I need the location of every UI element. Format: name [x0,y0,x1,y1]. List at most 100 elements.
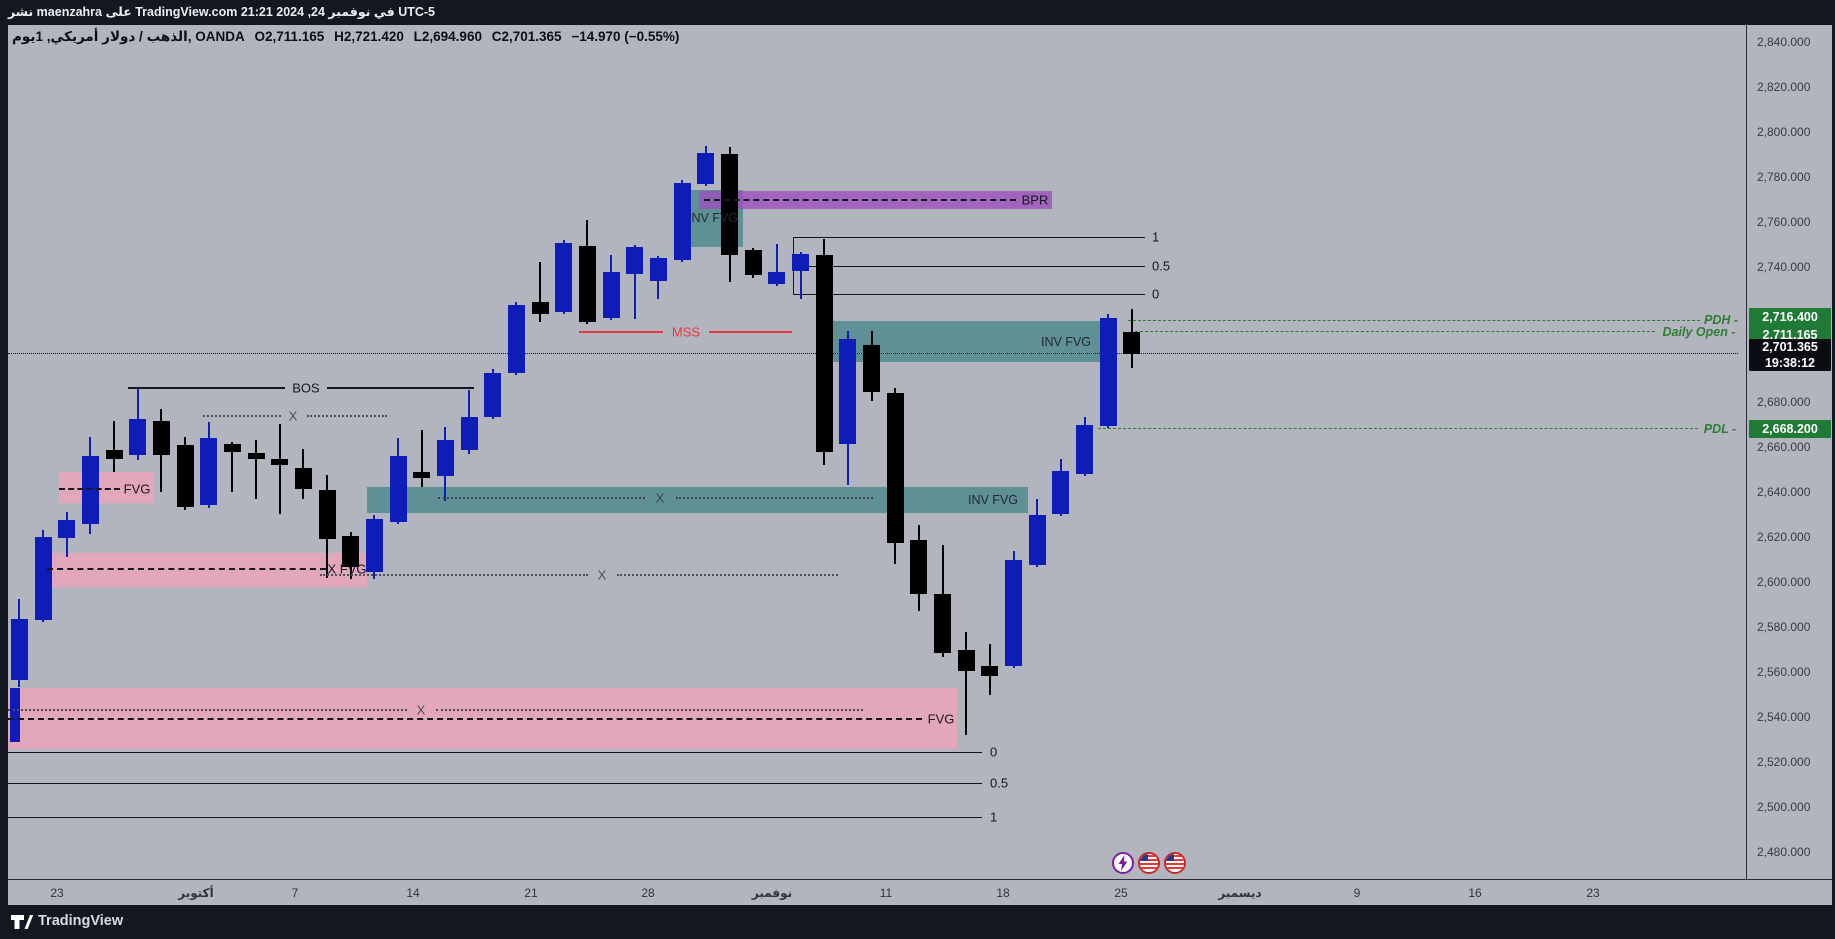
us-flag-icon[interactable] [1138,852,1160,874]
mss-line-seg1[interactable] [709,331,792,334]
price-tick-2840: 2,840.000 [1757,35,1811,49]
candle-wick-2024-10-02 [231,442,234,492]
price-tick-2660: 2,660.000 [1757,440,1811,454]
time-label-2: 7 [291,885,299,900]
time-label-3: 14 [406,885,420,900]
x-level-bottom-seg1[interactable] [436,709,863,712]
time-label-5: 28 [641,885,655,900]
partial-candle-left-edge[interactable] [10,687,20,742]
bos-line-label[interactable]: BOS [292,380,320,396]
time-axis[interactable]: 23 أكتوبر 7 14 21 28 نوفمبر 11 18 25 ديسمبر 9 16 23 [8,879,1832,905]
candle-2024-10-08 [318,489,336,540]
x-level-mid-label[interactable]: X [597,567,607,583]
time-label-13: 23 [1586,885,1600,900]
candle-wick-2024-11-14 [965,631,968,735]
candle-2024-11-04 [768,271,786,285]
symbol-legend[interactable]: الذهب / دولار أمريكي, 1يوم, OANDA O2,711… [12,29,685,45]
candle-2024-09-30 [176,444,194,508]
candle-2024-11-25 [1123,331,1141,354]
candle-2024-11-22 [1099,318,1117,427]
price-tick-2620: 2,620.000 [1757,530,1811,544]
pdh-line-seg0[interactable] [1128,319,1700,321]
bos-line-seg1[interactable] [327,387,474,390]
pdl-line-seg0[interactable] [1098,428,1698,430]
chart-plot-area[interactable]: الذهب / دولار أمريكي, 1يوم, OANDA O2,711… [8,25,1746,879]
fib-top-line-0[interactable] [793,294,1145,295]
tradingview-brand-text[interactable]: TradingView [38,913,124,929]
candle-2024-10-29 [673,183,691,260]
candle-2024-10-24 [602,271,620,319]
candle-2024-11-14 [957,649,975,672]
candle-2024-11-11 [886,393,904,544]
fib-top-line-0.5[interactable] [793,266,1145,268]
ohlc-open: O2,711.165 [254,29,325,44]
x-fvg-midline-label[interactable]: X FVG [327,561,367,577]
mss-line-seg0[interactable] [579,331,663,334]
mss-line-label[interactable]: MSS [671,324,701,340]
fvg-box-1[interactable] [59,471,153,504]
candle-wick-2024-10-03 [255,440,258,499]
candle-2024-10-22 [555,242,573,312]
fvg1-midline-seg0[interactable] [59,488,120,491]
fvg1-midline-label[interactable]: FVG [123,481,151,497]
fvg3-midline-label[interactable]: FVG [927,711,955,727]
time-label-9: 25 [1114,885,1128,900]
candle-2024-10-14 [413,471,431,479]
lightning-icon[interactable] [1112,852,1134,874]
candle-2024-09-25 [105,449,123,459]
candle-2024-11-05 [792,253,809,272]
daily-open-line-label[interactable]: Daily Open - [1662,324,1736,339]
x-level-oct-seg0[interactable] [203,414,281,417]
price-tick-2600: 2,600.000 [1757,575,1811,589]
fvg3-midline-seg0[interactable] [8,718,922,721]
price-tick-2780: 2,780.000 [1757,170,1811,184]
pdl-line-label[interactable]: PDL - [1703,421,1737,436]
tradingview-logo-icon[interactable] [10,913,34,936]
x-level-invfvg-seg0[interactable] [438,497,645,500]
fib-top-label-0.5: 0.5 [1152,258,1171,274]
time-label-6: نوفمبر [751,885,793,900]
us-flag-icon[interactable] [1164,852,1186,874]
price-axis[interactable]: 2,840.000 2,820.000 2,800.000 2,780.000 2,76… [1746,25,1832,879]
x-level-invfvg-seg1[interactable] [676,497,873,500]
last-price-badge-price: 2,701.365 [1762,340,1818,354]
candle-2024-10-03 [247,453,265,459]
pdh-line-label[interactable]: PDH - [1703,313,1739,328]
x-level-oct-seg1[interactable] [307,414,387,417]
candle-2024-10-28 [649,258,667,281]
daily-open-line-seg0[interactable] [1135,331,1655,333]
candle-2024-11-19 [1028,514,1046,565]
fib-bottom-line-0[interactable] [8,752,982,754]
bpr-midline-label[interactable]: BPR [1021,192,1049,207]
x-level-oct-label[interactable]: X [288,408,298,424]
x-level-mid-seg1[interactable] [617,574,838,577]
pdh-badge-price: 2,716.400 [1762,310,1818,324]
candle-2024-10-10 [365,519,383,573]
candle-wick-2024-09-25 [113,420,116,472]
time-label-10: ديسمبر [1218,885,1262,900]
candle-wick-2024-11-05 [799,251,802,299]
x-level-bottom-seg0[interactable] [8,709,407,712]
fib-bottom-label-0.5: 0.5 [990,775,1009,791]
candle-2024-09-19 [10,618,28,681]
fib-bottom-label-1: 1 [990,809,998,825]
time-label-4: 21 [524,885,538,900]
bpr-midline-seg0[interactable] [704,198,1016,201]
candle-2024-10-02 [223,444,241,452]
fib-bottom-line-0.5[interactable] [8,782,982,784]
x-level-bottom-label[interactable]: X [416,702,426,718]
candle-2024-11-21 [1076,424,1094,474]
x-fvg-box[interactable] [47,552,367,587]
price-tick-2760: 2,760.000 [1757,215,1811,229]
ohlc-low: L2,694.960 [413,29,482,44]
change-value: −14.970 (−0.55%) [571,29,680,44]
x-level-mid-seg0[interactable] [320,574,588,577]
fib-bottom-line-1[interactable] [8,816,982,818]
inv-fvg-box-mid[interactable] [367,487,1028,513]
candle-2024-11-18 [1005,559,1023,666]
x-fvg-midline-seg0[interactable] [47,567,326,570]
x-level-invfvg-label[interactable]: X [655,490,665,506]
fib-top-line-1[interactable] [793,237,1145,239]
bos-line-seg0[interactable] [128,387,285,390]
